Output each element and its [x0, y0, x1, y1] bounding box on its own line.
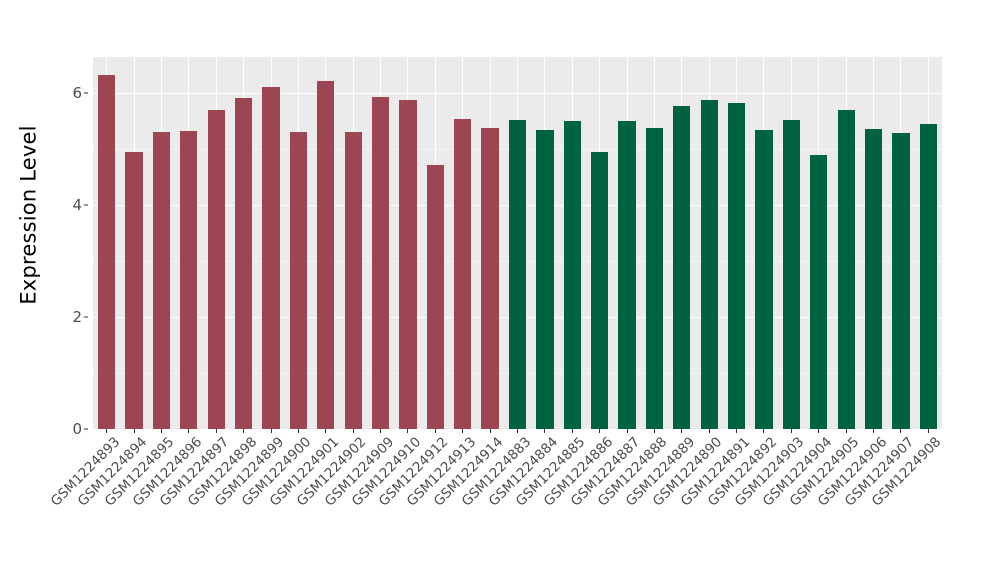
bar [426, 164, 444, 429]
bar [563, 120, 581, 429]
bar [125, 152, 143, 429]
x-axis-tick-mark [517, 429, 518, 433]
x-axis-tick-mark [106, 429, 108, 433]
bar [837, 109, 855, 429]
x-axis-tick-mark [653, 429, 655, 433]
x-axis-tick-mark [489, 429, 491, 433]
bar [317, 81, 335, 429]
x-axis-tick-mark [352, 429, 354, 433]
x-axis-tick-mark [380, 429, 382, 433]
bar [919, 124, 937, 429]
x-axis-tick-mark [681, 429, 683, 433]
x-axis-tick-mark [873, 429, 875, 433]
x-axis-tick-mark [325, 429, 327, 433]
x-axis-tick-mark [790, 429, 792, 433]
x-axis-tick-mark [434, 429, 436, 433]
bar [262, 87, 280, 429]
x-axis-tick-mark [708, 429, 710, 433]
x-axis-tick-mark [243, 429, 245, 433]
bar [399, 100, 417, 429]
bar [864, 129, 883, 429]
bar [700, 99, 718, 429]
y-axis-tick-mark [84, 204, 88, 206]
bar [152, 131, 171, 429]
bar [344, 131, 362, 429]
bar [782, 119, 800, 429]
y-axis-tick-mark [84, 316, 88, 318]
y-axis-tick-mark [84, 428, 88, 430]
bar [591, 151, 609, 429]
x-axis-tick-mark [571, 429, 573, 433]
x-axis-tick-mark [160, 429, 162, 433]
bar [892, 132, 910, 429]
bar [673, 105, 691, 429]
bar [289, 131, 308, 429]
x-axis-tick-mark [133, 429, 135, 433]
x-axis-tick-mark [407, 429, 409, 433]
bar [536, 129, 554, 429]
x-axis-tick-labels: GSM1224893 GSM1224894 GSM1224895 GSM1224896… [47, 434, 944, 580]
bar [645, 128, 664, 429]
bar [727, 103, 746, 429]
x-axis-tick-mark [599, 429, 601, 433]
bar [235, 97, 253, 429]
x-axis-tick-mark [270, 429, 272, 433]
bar [755, 130, 773, 429]
y-axis-title: Expression Level [0, 0, 58, 430]
bar [618, 120, 636, 429]
x-axis-tick-mark [544, 429, 546, 433]
x-axis-tick-mark [297, 429, 299, 433]
x-axis-tick-mark [927, 429, 929, 433]
x-axis-tick-marks [93, 429, 942, 434]
bar [481, 128, 499, 429]
y-axis-tick-label: 2 [72, 308, 82, 327]
x-axis-tick-mark [818, 429, 820, 433]
y-axis-tick-label: 6 [72, 84, 82, 103]
bar [371, 96, 390, 429]
y-axis-tick-label: 0 [72, 420, 82, 438]
x-axis-tick-mark [845, 429, 847, 433]
x-axis-tick-mark [215, 429, 217, 433]
bar [207, 110, 225, 429]
y-axis-tick-label: 4 [72, 196, 82, 215]
plot-panel [93, 57, 942, 429]
y-axis-tick-labels: 0 2 4 6 [58, 0, 88, 580]
x-axis-tick-mark [188, 429, 190, 433]
bar [508, 120, 527, 429]
bar [180, 131, 198, 429]
bar [454, 119, 472, 429]
y-axis-tick-mark [84, 92, 88, 94]
x-axis-tick-mark [763, 429, 765, 433]
x-axis-tick-mark [900, 429, 902, 433]
y-axis-title-text: Expression Level [17, 125, 41, 305]
bar [98, 75, 116, 429]
x-axis-tick-mark [626, 429, 628, 433]
x-axis-tick-mark [462, 429, 464, 433]
x-axis-tick-mark [736, 429, 738, 433]
bar [810, 154, 828, 429]
